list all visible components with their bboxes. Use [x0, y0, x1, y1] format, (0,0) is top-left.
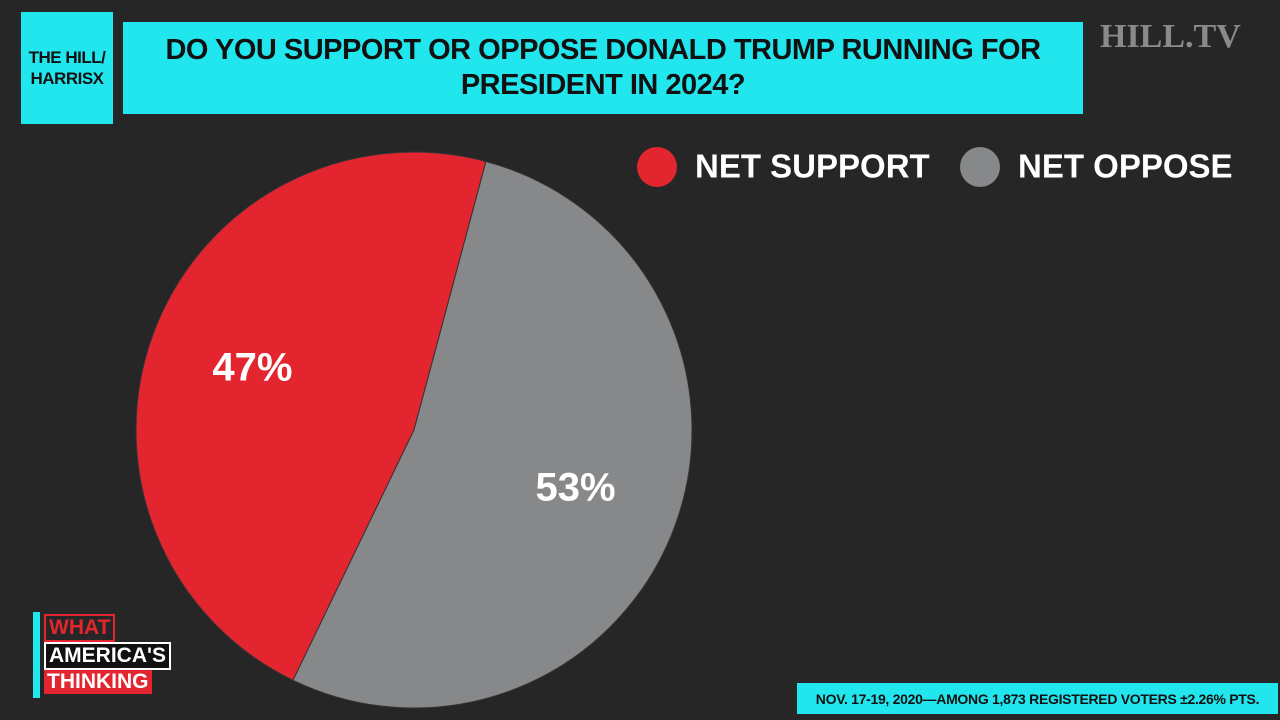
value-label: 53% — [536, 466, 616, 510]
chart-title: DO YOU SUPPORT OR OPPOSE DONALD TRUMP RU… — [123, 22, 1083, 114]
logo-line: WHAT — [44, 614, 116, 642]
legend-label: NET SUPPORT — [695, 148, 930, 185]
badge-line: HARRISX — [30, 69, 104, 88]
legend-swatch — [637, 147, 677, 187]
watermark: HILL.TV — [1100, 18, 1241, 55]
logo-line: THINKING — [44, 670, 152, 694]
value-label: 47% — [212, 345, 292, 389]
logo-line: AMERICA'S — [44, 642, 171, 670]
legend-swatch — [960, 147, 1000, 187]
footnote: NOV. 17-19, 2020—AMONG 1,873 REGISTERED … — [797, 683, 1278, 714]
legend-label: NET OPPOSE — [1018, 148, 1233, 185]
badge-line: THE HILL/ — [28, 47, 106, 67]
logo-bar — [33, 612, 40, 698]
pie-slice — [135, 151, 487, 681]
pie-slice — [292, 160, 693, 709]
source-badge: THE HILL/ HARRISX — [21, 12, 113, 124]
